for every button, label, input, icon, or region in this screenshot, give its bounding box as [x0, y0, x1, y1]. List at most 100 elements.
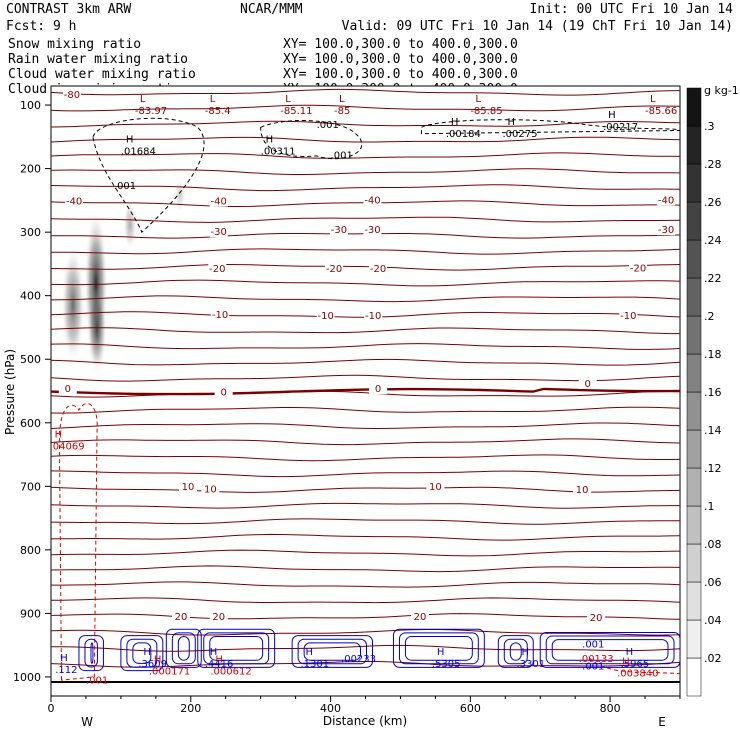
rain-contour [588, 657, 680, 675]
isotherm-label: -10 [212, 310, 228, 321]
institution: NCAR/MMM [240, 2, 303, 17]
isotherm-line [51, 184, 680, 192]
isotherm-label: 20 [590, 613, 603, 624]
extremum-marker: H [143, 647, 151, 658]
legend-field-name: Cloud water mixing ratio [8, 67, 196, 82]
colorbar-label: .16 [704, 386, 722, 399]
y-tick-label: 200 [20, 163, 41, 176]
isotherm-label: -40 [66, 197, 82, 208]
extremum-value: -85.4 [205, 106, 231, 117]
isotherm-line [51, 644, 680, 652]
isotherm-line [51, 581, 680, 588]
colorbar-label: .04 [704, 614, 722, 627]
isotherm-line [51, 549, 680, 557]
extremum-value: -85.66 [645, 106, 677, 117]
extremum-marker: H [608, 110, 616, 121]
legend-field-xy: XY= 100.0,300.0 to 400.0,300.0 [283, 37, 518, 52]
legend-field-name: Snow mixing ratio [8, 37, 141, 52]
cloud-water-contour [78, 635, 104, 672]
isotherm-label-bg [369, 264, 388, 274]
isotherm-label: 0 [220, 387, 226, 398]
colorbar-label: .12 [704, 462, 722, 475]
isotherm-label: 0 [375, 384, 381, 395]
isotherm-label: -20 [209, 264, 225, 275]
extremum-value: -85.85 [470, 106, 502, 117]
extremum-value: .00311 [261, 147, 296, 158]
isotherm-label-bg [208, 264, 227, 274]
extremum-marker: L [285, 94, 291, 105]
y-tick-label: 900 [20, 607, 41, 620]
extremum-marker: L [140, 94, 146, 105]
contour-value-label: .001 [582, 639, 604, 650]
extremum-value: .112 [55, 665, 77, 676]
y-tick-label: 700 [20, 480, 41, 493]
cloud-water-contour [297, 638, 367, 665]
extremum-marker: H [215, 655, 223, 666]
isotherm-label: -30 [658, 225, 674, 236]
extremum-value: .3301 [516, 659, 545, 670]
isotherm-line [51, 279, 680, 287]
cloud-water-contour [497, 635, 534, 668]
colorbar-label: .06 [704, 576, 722, 589]
contour-value-label: .001 [114, 181, 136, 192]
cloud-water-contour [132, 642, 152, 664]
y-axis-title: Pressure (hPa) [3, 349, 17, 435]
isotherm-label: 10 [576, 485, 589, 496]
x-tick-label: 600 [460, 702, 481, 715]
isotherm-labels: -80 -40 -40 -40 -40 -30 -30 -30 -30 -20 -20 -20 -20 -… [58, 89, 676, 624]
isotherm-label-bg [178, 481, 197, 492]
extremum-value: -85.11 [280, 106, 312, 117]
extremum-marker: H [521, 647, 529, 658]
colorbar-label: .3 [704, 120, 715, 133]
isotherm-line [51, 295, 680, 303]
extremum-value: .3609 [138, 659, 167, 670]
extremum-value: .000612 [210, 667, 251, 678]
extremum-marker: L [339, 94, 345, 105]
isotherm-label: 10 [429, 482, 442, 493]
cloud-water-contour [539, 631, 680, 668]
isotherm-label: -30 [211, 227, 227, 238]
isotherm-label: -30 [364, 225, 380, 236]
cloud-water-contour [503, 638, 528, 665]
x-tick-label: 800 [600, 702, 621, 715]
extremum-value: -83.97 [135, 106, 167, 117]
isotherm-line [51, 502, 680, 509]
contour-value-label: .001 [317, 120, 339, 131]
colorbar-label: .08 [704, 538, 722, 551]
isotherm-label: -20 [630, 263, 646, 274]
colorbar-label: .26 [704, 196, 722, 209]
isotherm-line [51, 136, 680, 143]
isotherm-line [51, 152, 680, 159]
extremum-marker: H [60, 653, 68, 664]
y-tick-label: 100 [20, 99, 41, 112]
isotherm-label: 10 [204, 484, 217, 495]
cloud-water-contour [120, 635, 164, 672]
x-end-label-west: W [81, 715, 93, 729]
y-tick-label: 300 [20, 226, 41, 239]
contour-value-label: .001 [331, 151, 353, 162]
cloud-water-contour [126, 638, 158, 668]
isotherm-label: 10 [182, 482, 195, 493]
isotherm-label-bg [65, 196, 84, 207]
cloud-water-contour [509, 642, 522, 661]
y-tick-label: 1000 [13, 671, 41, 684]
colorbar-label: .22 [704, 272, 722, 285]
isotherm-label-bg [411, 612, 430, 623]
extremum-marker: H [437, 647, 445, 658]
mixing-ratio-contours [58, 117, 680, 681]
cloud-water-contour [303, 642, 361, 661]
isotherm-label-bg [587, 612, 606, 623]
isotherm-label-bg [171, 612, 190, 623]
colorbar-swatch [686, 277, 702, 317]
colorbar-swatch [686, 657, 702, 697]
isotherm-line [51, 168, 680, 175]
extremum-value: .00217 [603, 122, 638, 133]
cloud-water-contour [90, 642, 94, 664]
colorbar-label: .1 [704, 500, 715, 513]
isotherm-label: -30 [331, 225, 347, 236]
contour-value-label: .00133 [579, 654, 614, 665]
isotherm-label: -10 [317, 311, 333, 322]
x-end-label-east: E [658, 715, 666, 729]
extremum-marker: H [154, 655, 162, 666]
isotherm-label: -40 [658, 195, 674, 206]
